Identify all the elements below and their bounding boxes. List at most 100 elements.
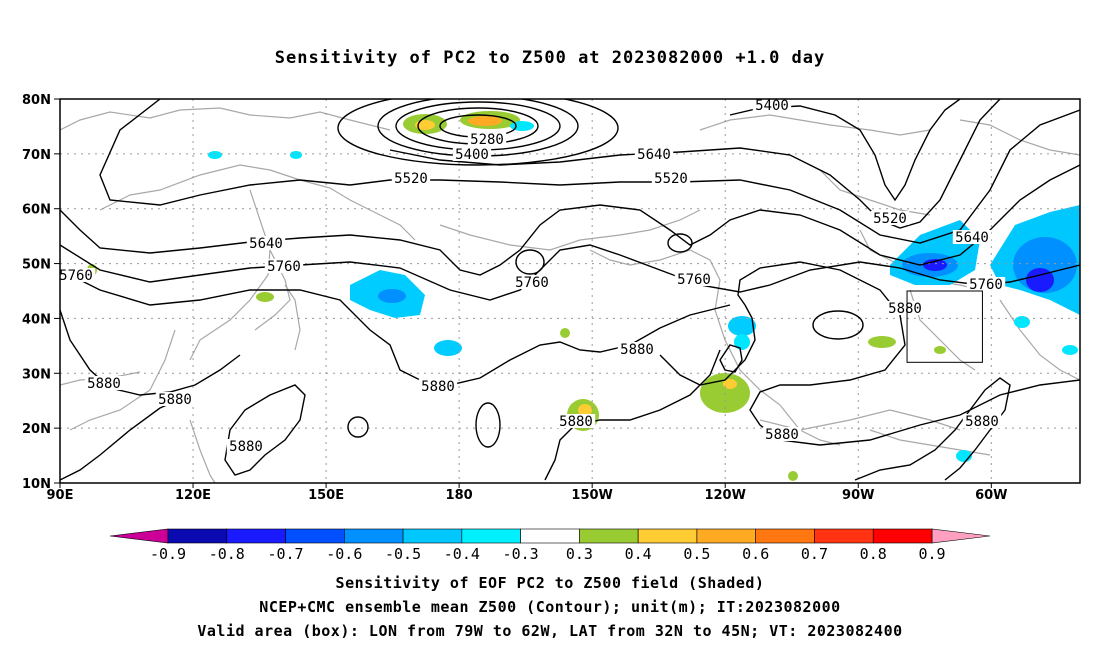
contour-label-bg (226, 439, 266, 453)
contour-label-bg (155, 392, 195, 406)
contour-label-bg (512, 275, 552, 289)
contour-label-bg (56, 268, 96, 282)
lat-label: 30N (22, 367, 51, 382)
contour-label-bg (952, 230, 992, 244)
footer-line-3: Valid area (box): LON from 79W to 62W, L… (197, 622, 903, 640)
colorbar-tick-label: -0.9 (150, 545, 186, 563)
footer-line-1: Sensitivity of EOF PC2 to Z500 field (Sh… (335, 574, 765, 592)
colorbar-swatch (637, 528, 698, 544)
colorbar-tick-label: -0.4 (444, 545, 480, 563)
contour-label: 5880 (888, 301, 922, 317)
contour-label-bg (962, 414, 1002, 428)
colorbar-swatch (520, 528, 580, 544)
lon-label: 90W (842, 488, 874, 503)
colorbar-swatch (167, 528, 228, 544)
colorbar-tick-label: 0.4 (625, 545, 652, 563)
map-frame (59, 98, 1081, 484)
contour-label: 5760 (515, 275, 549, 291)
lat-label: 10N (22, 477, 51, 492)
contour-label: 5760 (59, 268, 93, 284)
colorbar-swatch (344, 528, 404, 544)
colorbar-high-arrow (931, 528, 991, 544)
lat-label: 20N (22, 422, 51, 437)
colorbar-swatch (696, 528, 756, 544)
colorbar-labels: -0.9 -0.8 -0.7 -0.6 -0.5 -0.4 -0.3 0.3 0.4 0.5 0.6… (150, 545, 946, 563)
colorbar-swatch (579, 528, 639, 544)
contour-label: 5760 (969, 277, 1003, 293)
contour-label-bg (418, 379, 458, 393)
contour-label-bg (674, 272, 714, 286)
lon-label: 120W (704, 488, 745, 503)
contour-label: 5520 (654, 171, 688, 187)
colorbar-tick-label: -0.3 (503, 545, 539, 563)
contour-label: 5880 (965, 414, 999, 430)
contour-label-bg (246, 236, 286, 250)
lon-label: 180 (446, 488, 473, 503)
contour-label-bg (762, 427, 802, 441)
gridlines (60, 99, 1080, 483)
colorbar-tick-label: 0.6 (742, 545, 769, 563)
contour-label-bg (467, 132, 507, 146)
contour-label-bg (966, 277, 1006, 291)
contour-label: 5880 (87, 376, 121, 392)
contour-label: 5520 (394, 171, 428, 187)
colorbar-swatch (814, 528, 874, 544)
lat-label: 80N (22, 93, 51, 108)
contour-label-bg (556, 414, 596, 428)
contour-label: 5520 (873, 211, 907, 227)
colorbar-low-arrow (109, 528, 169, 544)
colorbar-tick-label: 0.9 (918, 545, 945, 563)
contour-label: 5400 (755, 98, 789, 114)
contour-label: 5640 (249, 236, 283, 252)
colorbar-swatch (461, 528, 521, 544)
lat-label: 70N (22, 148, 51, 163)
longitude-axis: 90E 120E 150E 180 150W 120W 90W 60W (47, 483, 1008, 503)
lon-label: 150W (571, 488, 612, 503)
colorbar-tick-label: -0.7 (267, 545, 303, 563)
colorbar-tick-label: 0.7 (801, 545, 828, 563)
contour-label: 5880 (765, 427, 799, 443)
contour-label: 5640 (955, 230, 989, 246)
contour-label: 5880 (559, 414, 593, 430)
contour-label: 5880 (620, 342, 654, 358)
contour-label-bg (617, 342, 657, 356)
colorbar-swatch (285, 528, 345, 544)
contour-label: 5880 (229, 439, 263, 455)
colorbar-tick-label: -0.6 (326, 545, 362, 563)
lon-label: 60W (975, 488, 1007, 503)
colorbar-swatch (872, 528, 933, 544)
contour-label-bg (264, 259, 304, 273)
contour-label-bg (84, 376, 124, 390)
colorbar-tick-label: 0.3 (566, 545, 593, 563)
colorbar-tick-label: -0.8 (209, 545, 245, 563)
colorbar-tick-label: 0.8 (860, 545, 887, 563)
latitude-axis: 80N 70N 60N 50N 40N 30N 20N 10N (22, 93, 60, 492)
colorbar-swatch (755, 528, 815, 544)
lat-label: 40N (22, 312, 51, 327)
lat-label: 60N (22, 203, 51, 218)
contour-label: 5880 (421, 379, 455, 395)
lon-label: 150E (308, 488, 344, 503)
colorbar-swatch (226, 528, 286, 544)
contour-label: 5760 (267, 259, 301, 275)
footer-line-2: NCEP+CMC ensemble mean Z500 (Contour); u… (259, 598, 841, 616)
colorbar-tick-label: 0.5 (683, 545, 710, 563)
contour-label-bg (452, 147, 492, 161)
colorbar-swatch (402, 528, 463, 544)
contour-label: 5280 (470, 132, 504, 148)
contour-label-bg (752, 98, 792, 112)
colorbar-tick-label: -0.5 (385, 545, 421, 563)
contour-label: 5880 (158, 392, 192, 408)
valid-area-box (906, 290, 983, 363)
contour-label: 5640 (637, 147, 671, 163)
chart-title: Sensitivity of PC2 to Z500 at 2023082000… (274, 48, 826, 68)
contour-label-bg (651, 171, 691, 185)
contour-label-bg (634, 147, 674, 161)
contour-label-bg (391, 171, 431, 185)
contour-label: 5400 (455, 147, 489, 163)
contour-label-bg (870, 211, 910, 225)
lon-label: 90E (47, 488, 74, 503)
contour-label: 5760 (677, 272, 711, 288)
colorbar (109, 528, 991, 544)
